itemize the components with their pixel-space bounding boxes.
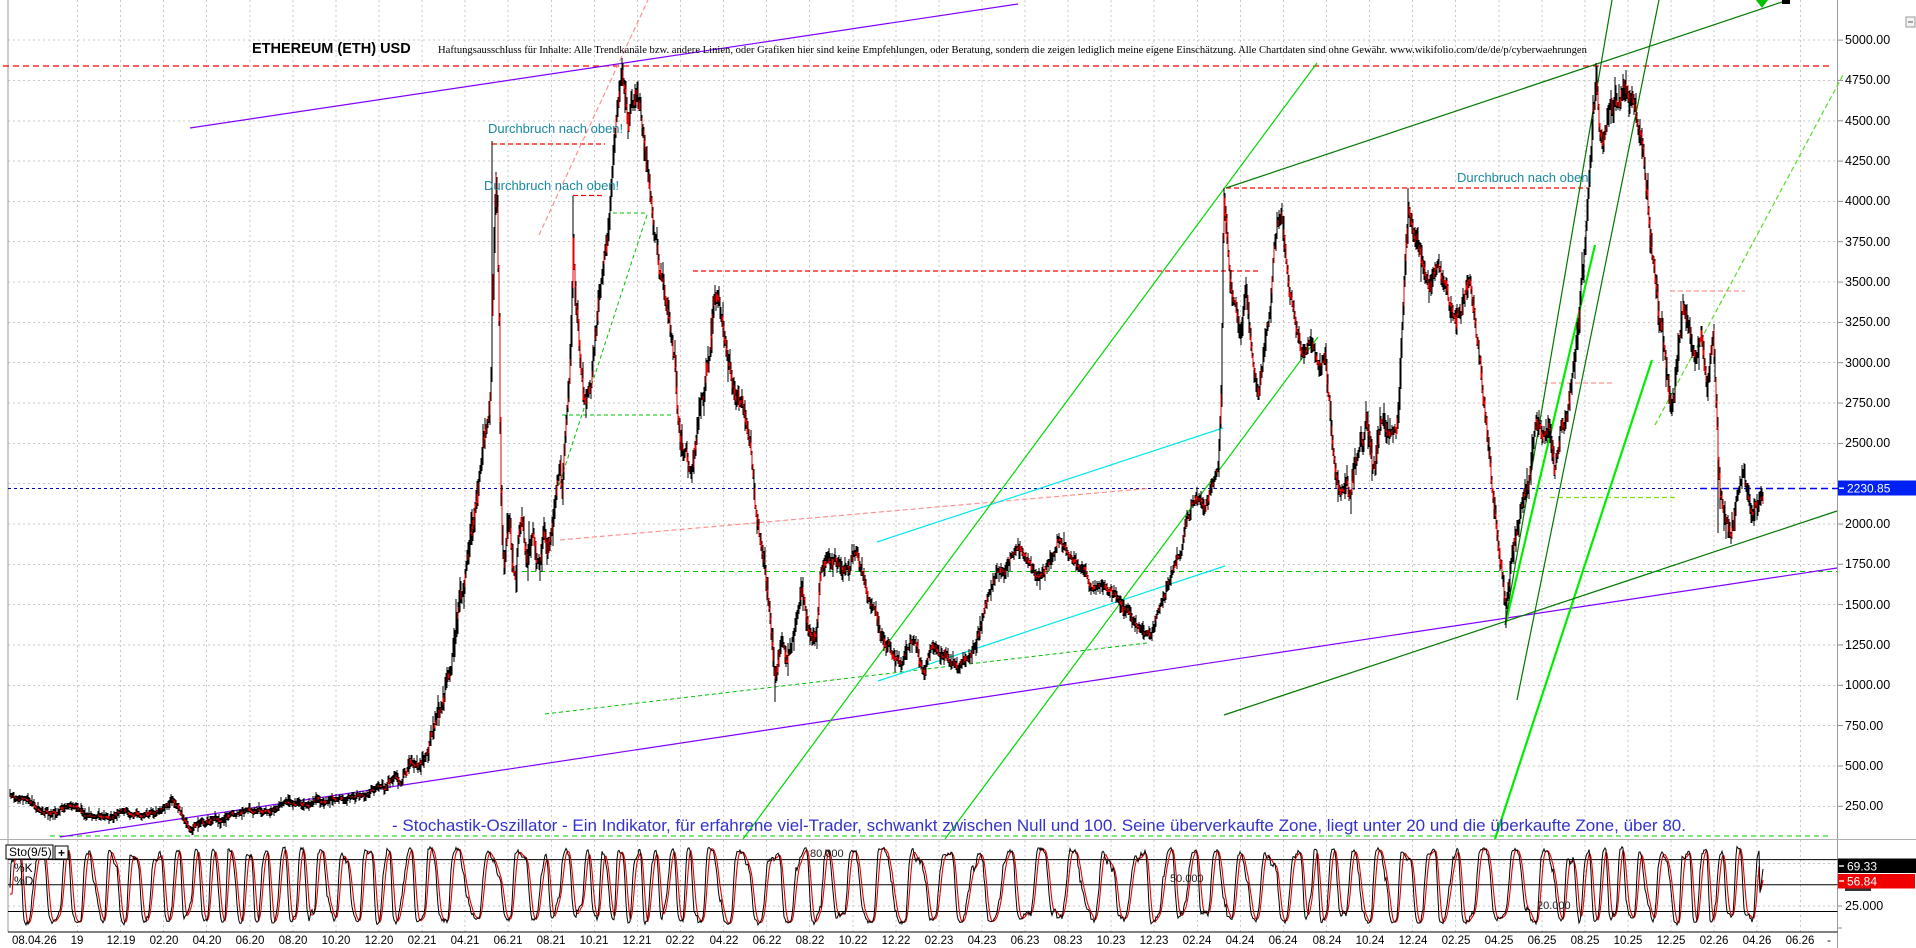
svg-text:4500.00: 4500.00 <box>1845 114 1890 128</box>
svg-text:10.22: 10.22 <box>839 935 868 947</box>
svg-text:12.22: 12.22 <box>882 935 911 947</box>
svg-text:04.26: 04.26 <box>1743 935 1772 947</box>
svg-text:12.23: 12.23 <box>1140 935 1169 947</box>
svg-text:2000.00: 2000.00 <box>1845 517 1890 531</box>
svg-text:%K: %K <box>14 861 33 875</box>
svg-text:- Stochastik-Oszillator - Ein: - Stochastik-Oszillator - Ein Indikator,… <box>392 816 1686 835</box>
svg-text:02.26: 02.26 <box>1700 935 1729 947</box>
svg-text:02.25: 02.25 <box>1442 935 1471 947</box>
svg-text:750.00: 750.00 <box>1845 719 1883 733</box>
svg-text:08.21: 08.21 <box>537 935 566 947</box>
svg-text:69.33: 69.33 <box>1847 860 1877 874</box>
svg-text:08.23: 08.23 <box>1054 935 1083 947</box>
svg-text:12.20: 12.20 <box>365 935 394 947</box>
svg-text:4750.00: 4750.00 <box>1845 73 1890 87</box>
svg-text:+: + <box>58 846 65 860</box>
svg-text:Sto(9/5): Sto(9/5) <box>9 845 52 859</box>
svg-text:08.25: 08.25 <box>1571 935 1600 947</box>
svg-text:02.23: 02.23 <box>925 935 954 947</box>
svg-text:56.84: 56.84 <box>1847 875 1877 889</box>
svg-text:19: 19 <box>71 935 84 947</box>
svg-text:80.000: 80.000 <box>810 848 844 860</box>
svg-text:06.20: 06.20 <box>236 935 265 947</box>
svg-text:02.22: 02.22 <box>666 935 695 947</box>
svg-text:08.20: 08.20 <box>279 935 308 947</box>
svg-text:Durchbruch nach oben!: Durchbruch nach oben! <box>1457 170 1592 185</box>
svg-text:06.21: 06.21 <box>494 935 523 947</box>
svg-text:-: - <box>1827 935 1831 947</box>
svg-text:06.26: 06.26 <box>1786 935 1815 947</box>
svg-text:2750.00: 2750.00 <box>1845 396 1890 410</box>
svg-text:10.24: 10.24 <box>1356 935 1385 947</box>
svg-text:25.000: 25.000 <box>1845 899 1883 913</box>
svg-text:12.25: 12.25 <box>1657 935 1686 947</box>
svg-text:12.24: 12.24 <box>1399 935 1428 947</box>
svg-text:02.20: 02.20 <box>150 935 179 947</box>
svg-text:20.000: 20.000 <box>1537 900 1571 912</box>
svg-text:1250.00: 1250.00 <box>1845 638 1890 652</box>
svg-text:1750.00: 1750.00 <box>1845 557 1890 571</box>
svg-text:500.00: 500.00 <box>1845 759 1883 773</box>
svg-text:2500.00: 2500.00 <box>1845 436 1890 450</box>
svg-text:1000.00: 1000.00 <box>1845 678 1890 692</box>
svg-text:06.22: 06.22 <box>753 935 782 947</box>
svg-text:3500.00: 3500.00 <box>1845 275 1890 289</box>
svg-text:04.24: 04.24 <box>1226 935 1255 947</box>
svg-text:50.000: 50.000 <box>1170 873 1204 885</box>
svg-text:02.24: 02.24 <box>1183 935 1212 947</box>
svg-text:Durchbruch nach oben!: Durchbruch nach oben! <box>488 121 623 136</box>
svg-text:06.25: 06.25 <box>1528 935 1557 947</box>
svg-text:2230.85: 2230.85 <box>1847 482 1891 496</box>
svg-text:04.21: 04.21 <box>451 935 480 947</box>
svg-text:3000.00: 3000.00 <box>1845 356 1890 370</box>
svg-text:1500.00: 1500.00 <box>1845 598 1890 612</box>
svg-text:%D: %D <box>14 874 34 888</box>
svg-text:10.25: 10.25 <box>1614 935 1643 947</box>
svg-text:Durchbruch nach oben!: Durchbruch nach oben! <box>484 178 619 193</box>
svg-text:4250.00: 4250.00 <box>1845 154 1890 168</box>
svg-text:3250.00: 3250.00 <box>1845 315 1890 329</box>
svg-text:04.23: 04.23 <box>968 935 997 947</box>
svg-text:12.19: 12.19 <box>107 935 136 947</box>
svg-text:ETHEREUM (ETH) USD: ETHEREUM (ETH) USD <box>252 41 411 57</box>
svg-text:250.00: 250.00 <box>1845 799 1883 813</box>
svg-text:04.22: 04.22 <box>710 935 739 947</box>
svg-text:10.21: 10.21 <box>580 935 609 947</box>
svg-text:12.21: 12.21 <box>623 935 652 947</box>
svg-text:5000.00: 5000.00 <box>1845 33 1890 47</box>
svg-text:02.21: 02.21 <box>408 935 437 947</box>
svg-text:04.20: 04.20 <box>193 935 222 947</box>
svg-text:06.23: 06.23 <box>1011 935 1040 947</box>
svg-text:10.20: 10.20 <box>322 935 351 947</box>
svg-text:08.24: 08.24 <box>1313 935 1342 947</box>
svg-text:4000.00: 4000.00 <box>1845 194 1890 208</box>
svg-text:10.23: 10.23 <box>1097 935 1126 947</box>
svg-text:08.04.26: 08.04.26 <box>12 935 57 947</box>
svg-text:3750.00: 3750.00 <box>1845 235 1890 249</box>
svg-text:06.24: 06.24 <box>1269 935 1298 947</box>
svg-text:08.22: 08.22 <box>796 935 825 947</box>
svg-text:04.25: 04.25 <box>1485 935 1514 947</box>
svg-text:Haftungsausschluss für Inhalte: Haftungsausschluss für Inhalte: Alle Tre… <box>438 45 1588 56</box>
